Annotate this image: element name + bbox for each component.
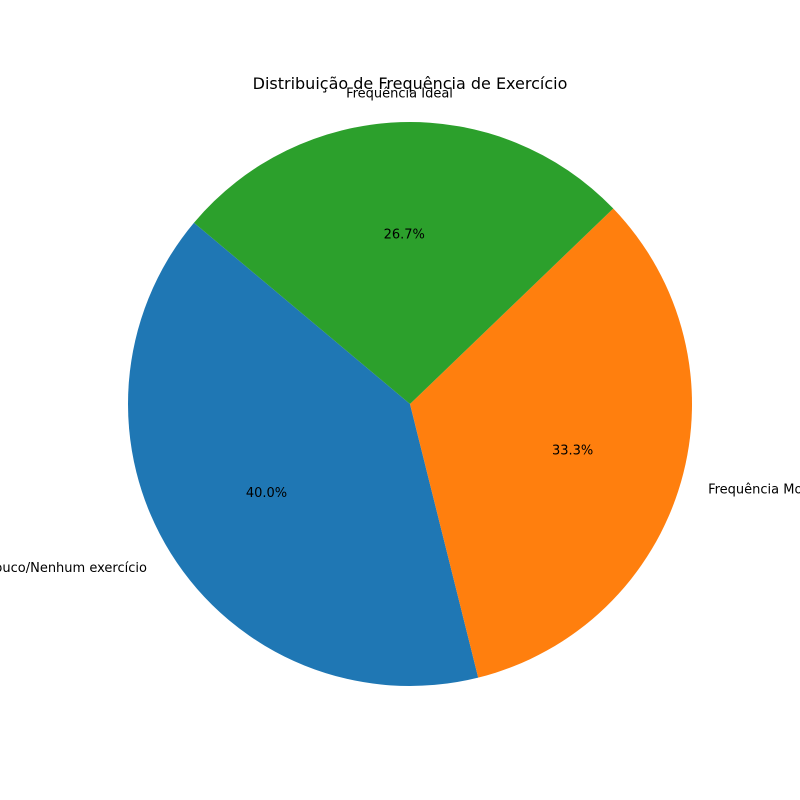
- chart-title: Distribuição de Frequência de Exercício: [253, 74, 568, 93]
- percent-label-1: 40.0%: [246, 486, 287, 501]
- pie-slices: [128, 122, 692, 686]
- percent-label-3: 26.7%: [384, 227, 425, 242]
- category-label-3: Frequência Ideal: [346, 86, 453, 101]
- percent-labels: 40.0% 33.3% 26.7%: [246, 227, 593, 501]
- pie-slice-3: [193, 122, 614, 405]
- category-label-1: Pouco/Nenhum exercício: [0, 561, 147, 576]
- category-labels: Pouco/Nenhum exercício Frequência Moderad…: [0, 86, 800, 575]
- category-label-2: Frequência Moderada: [708, 482, 800, 497]
- percent-label-2: 33.3%: [552, 443, 593, 458]
- pie-slice-2: [410, 208, 692, 678]
- pie-slice-1: [128, 222, 479, 686]
